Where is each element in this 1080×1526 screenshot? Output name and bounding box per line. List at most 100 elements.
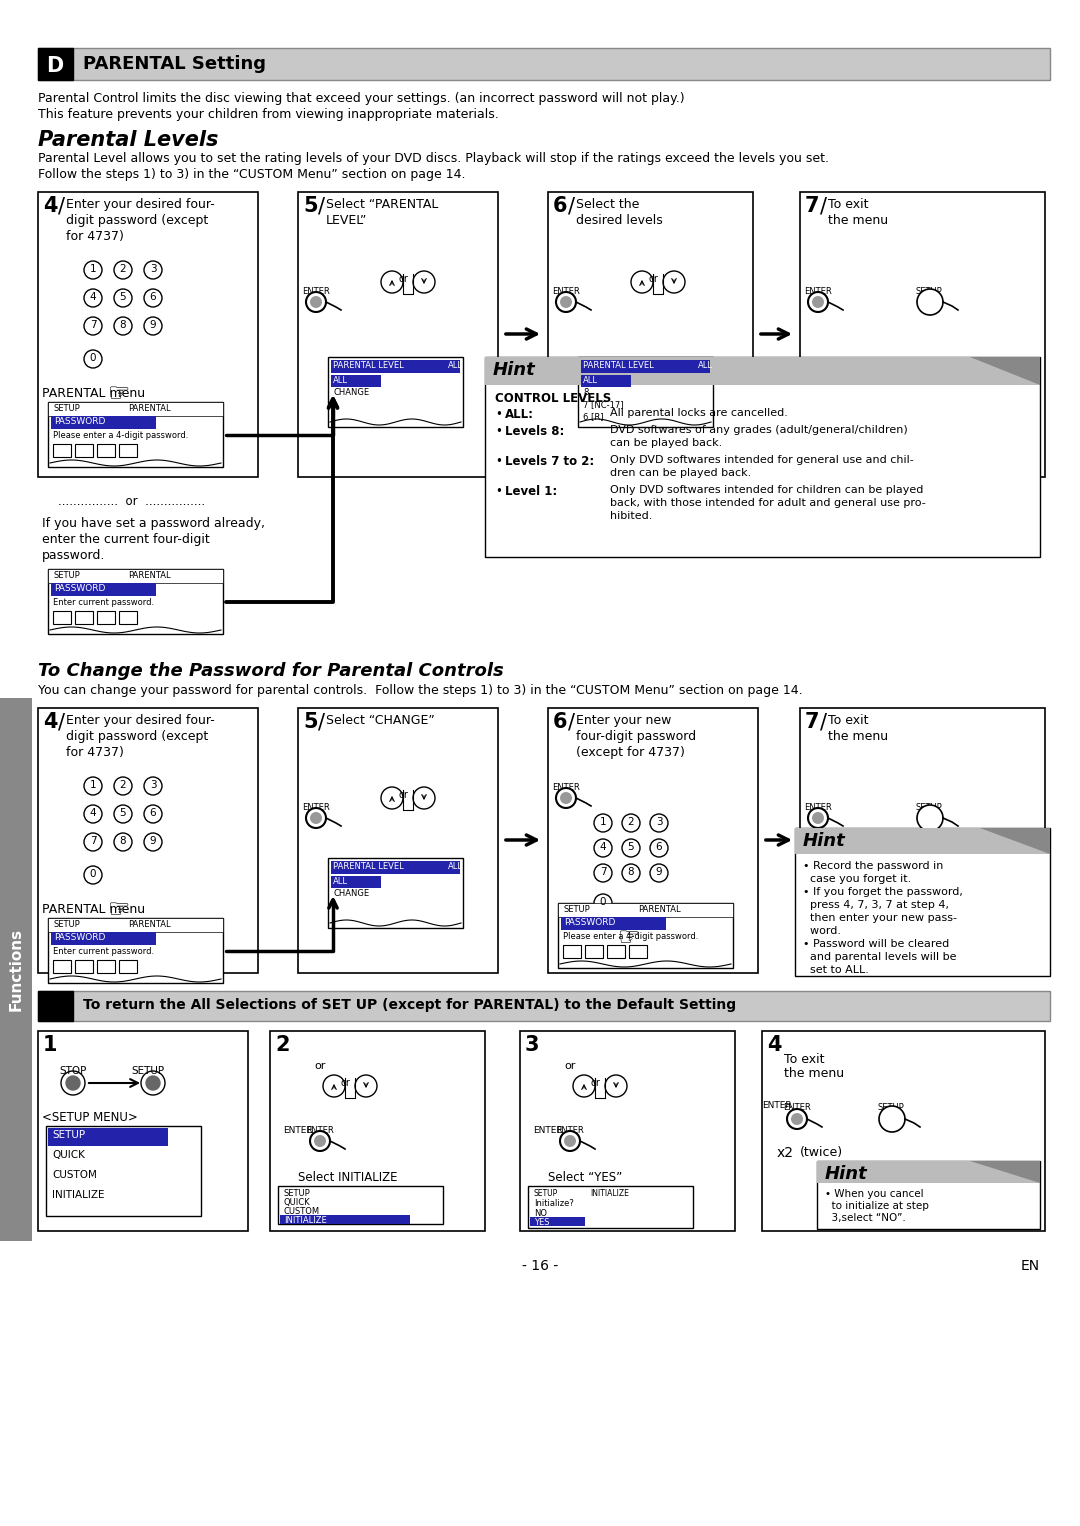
- Bar: [278, 1186, 443, 1224]
- Bar: [328, 858, 463, 928]
- Bar: [48, 401, 222, 467]
- Text: 4: 4: [767, 1035, 782, 1054]
- Bar: [581, 375, 631, 388]
- Text: •: •: [495, 455, 502, 468]
- Text: STOP: STOP: [59, 1067, 86, 1076]
- Text: ALL: ALL: [448, 862, 463, 871]
- Bar: [48, 401, 222, 417]
- Text: 3,select “NO”.: 3,select “NO”.: [825, 1213, 906, 1222]
- Text: SETUP: SETUP: [53, 920, 80, 929]
- Bar: [51, 583, 156, 597]
- Circle shape: [144, 833, 162, 852]
- Text: YES: YES: [534, 1218, 550, 1227]
- Text: or: or: [314, 1061, 326, 1071]
- Text: ALL: ALL: [448, 362, 463, 369]
- Text: /: /: [568, 713, 575, 732]
- Text: enter the current four-digit: enter the current four-digit: [42, 533, 210, 546]
- Text: SETUP: SETUP: [878, 1103, 905, 1112]
- Text: ENTER: ENTER: [306, 1126, 334, 1135]
- Text: 6: 6: [150, 807, 157, 818]
- Text: CUSTOM: CUSTOM: [284, 1207, 320, 1216]
- Text: or: or: [340, 1077, 350, 1088]
- Circle shape: [413, 787, 435, 809]
- Text: word.: word.: [804, 926, 841, 935]
- Text: PARENTAL: PARENTAL: [129, 920, 171, 929]
- Text: 7 [NC-17]: 7 [NC-17]: [583, 400, 623, 409]
- Bar: [38, 990, 73, 1021]
- Bar: [330, 861, 460, 874]
- Bar: [75, 960, 93, 974]
- Text: 5: 5: [303, 195, 318, 217]
- Circle shape: [381, 272, 403, 293]
- Text: ENTER: ENTER: [762, 1100, 792, 1109]
- Text: PASSWORD: PASSWORD: [54, 417, 106, 426]
- Text: 4: 4: [43, 195, 57, 217]
- Text: 7: 7: [599, 867, 606, 877]
- Text: INITIALIZE: INITIALIZE: [590, 1189, 629, 1198]
- Text: To exit: To exit: [828, 198, 868, 211]
- Circle shape: [622, 864, 640, 882]
- Text: SETUP: SETUP: [53, 571, 80, 580]
- Text: PARENTAL LEVEL: PARENTAL LEVEL: [333, 362, 404, 369]
- Circle shape: [650, 839, 669, 858]
- Text: 2: 2: [120, 780, 126, 790]
- Text: Select “YES”: Select “YES”: [548, 1170, 622, 1184]
- Polygon shape: [970, 1161, 1040, 1183]
- Text: Hint: Hint: [825, 1164, 867, 1183]
- Bar: [816, 1161, 1040, 1228]
- Text: or: or: [399, 790, 408, 800]
- Text: QUICK: QUICK: [52, 1151, 85, 1160]
- Circle shape: [594, 839, 612, 858]
- Circle shape: [84, 288, 102, 307]
- Circle shape: [114, 806, 132, 823]
- Text: SETUP: SETUP: [284, 1189, 311, 1198]
- Text: ENTER: ENTER: [783, 1103, 811, 1112]
- Circle shape: [381, 787, 403, 809]
- Text: 1: 1: [90, 780, 96, 790]
- Circle shape: [84, 317, 102, 336]
- Text: ENTER: ENTER: [804, 287, 832, 296]
- Text: Enter your new: Enter your new: [576, 714, 672, 726]
- Text: - 16 -: - 16 -: [522, 1259, 558, 1273]
- Text: ☞: ☞: [618, 926, 640, 951]
- Text: ENTER: ENTER: [556, 1126, 584, 1135]
- Text: INITIALIZE: INITIALIZE: [284, 1216, 327, 1225]
- Text: then enter your new pass-: then enter your new pass-: [804, 913, 957, 923]
- Text: 0: 0: [90, 868, 96, 879]
- Text: DVD softwares of any grades (adult/general/children): DVD softwares of any grades (adult/gener…: [610, 426, 908, 435]
- Text: NO: NO: [534, 1209, 546, 1218]
- Text: 5: 5: [303, 713, 318, 732]
- Circle shape: [650, 813, 669, 832]
- Bar: [585, 945, 603, 958]
- Text: Select INITIALIZE: Select INITIALIZE: [298, 1170, 397, 1184]
- Text: Select the: Select the: [576, 198, 639, 211]
- Text: 1: 1: [43, 1035, 57, 1054]
- Circle shape: [144, 288, 162, 307]
- Text: ................  or  ................: ................ or ................: [58, 494, 205, 508]
- Circle shape: [66, 1076, 80, 1090]
- Text: digit password (except: digit password (except: [66, 729, 208, 743]
- Bar: [48, 919, 222, 983]
- Bar: [298, 708, 498, 974]
- Text: and parental levels will be: and parental levels will be: [804, 952, 957, 961]
- Text: /: /: [318, 195, 325, 217]
- Circle shape: [787, 1109, 807, 1129]
- Text: 8: 8: [120, 836, 126, 845]
- Text: 7: 7: [805, 195, 820, 217]
- Circle shape: [556, 291, 576, 311]
- Text: desired levels: desired levels: [576, 214, 663, 227]
- Circle shape: [84, 349, 102, 368]
- Text: ☞: ☞: [108, 897, 131, 922]
- Text: PARENTAL: PARENTAL: [129, 404, 171, 414]
- Text: ALL:: ALL:: [505, 407, 534, 421]
- Bar: [0, 697, 32, 1241]
- Circle shape: [310, 296, 322, 308]
- Text: /: /: [58, 195, 65, 217]
- Circle shape: [114, 317, 132, 336]
- Text: password.: password.: [42, 549, 106, 562]
- Circle shape: [144, 806, 162, 823]
- Text: or: or: [399, 275, 408, 284]
- Text: Hint: Hint: [492, 362, 536, 378]
- Text: 5: 5: [627, 842, 634, 852]
- Text: 6: 6: [656, 842, 662, 852]
